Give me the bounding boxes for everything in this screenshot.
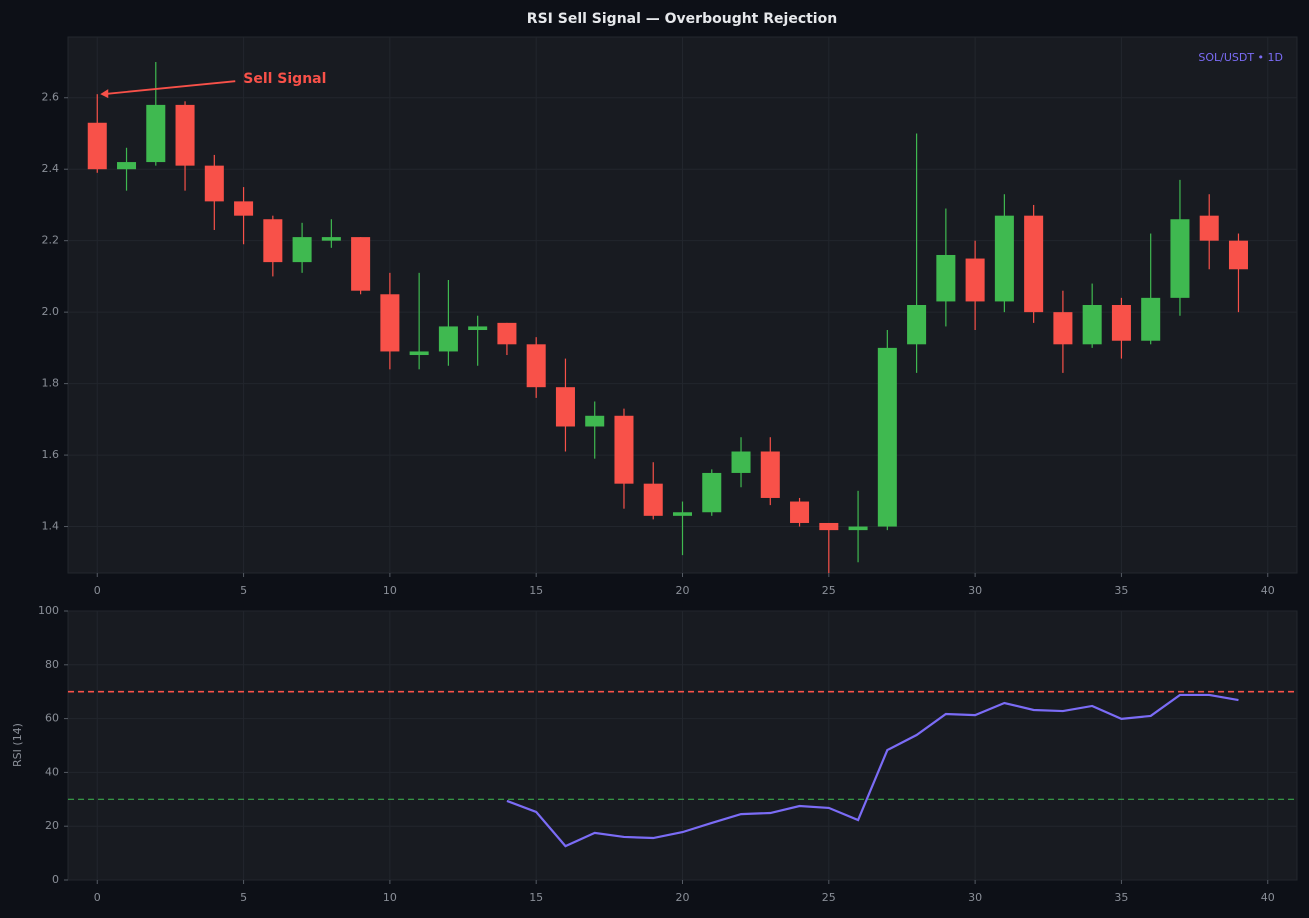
- candle-body: [321, 237, 341, 241]
- candle-body: [877, 347, 897, 527]
- candle-body: [614, 415, 634, 484]
- annotation-arrow: [103, 80, 236, 96]
- candle-body: [146, 104, 166, 163]
- candle-body: [87, 122, 107, 170]
- y-tick-label: 100: [38, 604, 59, 617]
- candle-body: [760, 451, 780, 498]
- y-tick-label: 40: [45, 765, 59, 778]
- x-tick-label: 40: [1261, 891, 1275, 904]
- candle-body: [731, 451, 751, 473]
- x-tick-label: 15: [529, 891, 543, 904]
- candle-body: [643, 483, 663, 516]
- y-axis-label: RSI (14): [11, 723, 24, 767]
- rsi-line: [506, 693, 1239, 848]
- candle-body: [672, 512, 693, 516]
- candle-body: [292, 237, 312, 263]
- x-tick-label: 0: [94, 891, 101, 904]
- subtitle: SOL/USDT • 1D: [1198, 51, 1283, 64]
- y-tick-label: 20: [45, 819, 59, 832]
- candle-body: [497, 322, 517, 345]
- annotation-arrowhead: [100, 89, 109, 99]
- x-tick-label: 40: [1261, 584, 1275, 597]
- y-tick-label: 1.8: [42, 377, 60, 390]
- candle-body: [1141, 297, 1161, 341]
- x-tick-label: 35: [1114, 891, 1128, 904]
- x-tick-label: 25: [822, 584, 836, 597]
- candle-body: [819, 522, 839, 531]
- y-tick-label: 1.6: [42, 448, 60, 461]
- y-tick-label: 2.2: [42, 234, 60, 247]
- candle-body: [555, 387, 575, 427]
- candle-body: [468, 326, 488, 331]
- candle-body: [351, 237, 371, 291]
- x-tick-label: 35: [1114, 584, 1128, 597]
- candle-body: [1199, 215, 1219, 241]
- y-tick-label: 60: [45, 712, 59, 725]
- candle-body: [175, 104, 195, 166]
- candle-body: [409, 351, 429, 356]
- y-tick-label: 1.4: [42, 520, 60, 533]
- y-tick-label: 0: [52, 873, 59, 886]
- x-tick-label: 25: [822, 891, 836, 904]
- chart-title: RSI Sell Signal — Overbought Rejection: [527, 11, 837, 27]
- x-tick-label: 30: [968, 891, 982, 904]
- candle-body: [204, 165, 224, 202]
- x-tick-label: 0: [94, 584, 101, 597]
- x-tick-label: 20: [676, 891, 690, 904]
- candle-body: [848, 526, 868, 531]
- candle-body: [117, 162, 137, 170]
- candle-body: [585, 415, 605, 427]
- candle-body: [438, 326, 458, 352]
- y-tick-label: 2.6: [42, 91, 60, 104]
- candle-body: [234, 201, 254, 216]
- candle-body: [936, 254, 956, 302]
- x-tick-label: 5: [240, 584, 247, 597]
- y-tick-label: 2.0: [42, 305, 60, 318]
- candle-body: [1053, 312, 1073, 345]
- y-tick-label: 2.4: [42, 162, 60, 175]
- annotation-text: Sell Signal: [243, 71, 326, 87]
- candle-body: [994, 215, 1014, 302]
- candle-body: [1082, 305, 1102, 345]
- candle-body: [790, 501, 810, 523]
- x-tick-label: 20: [676, 584, 690, 597]
- x-tick-label: 10: [383, 891, 397, 904]
- y-tick-label: 80: [45, 658, 59, 671]
- candle-body: [1228, 240, 1248, 270]
- x-tick-label: 10: [383, 584, 397, 597]
- candle-body: [526, 344, 546, 388]
- candle-body: [263, 219, 283, 263]
- candle-body: [380, 294, 400, 352]
- candle-body: [907, 305, 927, 345]
- candle-body: [702, 472, 722, 513]
- x-tick-label: 15: [529, 584, 543, 597]
- candle-body: [1024, 215, 1044, 313]
- candle-body: [1170, 219, 1190, 298]
- x-tick-label: 5: [240, 891, 247, 904]
- x-tick-label: 30: [968, 584, 982, 597]
- candle-body: [965, 258, 985, 302]
- candle-body: [1111, 305, 1131, 341]
